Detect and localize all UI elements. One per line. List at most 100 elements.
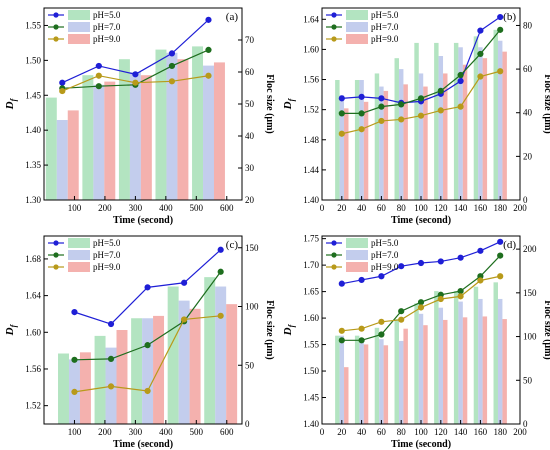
y-left-tick-label: 1.64	[25, 291, 41, 301]
point-1-8	[477, 247, 484, 254]
bar-3-3	[383, 345, 389, 424]
point-2-3	[378, 103, 385, 110]
point-3-2	[95, 72, 102, 79]
point-1-1	[338, 95, 345, 102]
legend-swatch	[68, 238, 90, 248]
point-2-4	[398, 101, 405, 108]
y-right-tick-label: 200	[523, 244, 537, 254]
point-3-5	[217, 312, 224, 319]
panel-c: 100 200 300 400 500 600 1.52 1.56 1.60 1.64 1.68 0 5…	[4, 235, 275, 450]
bar-2-4	[398, 340, 404, 424]
legend-marker	[53, 24, 59, 30]
x-tick-label: 600	[220, 203, 234, 213]
y-left-tick-label: 1.40	[303, 419, 319, 429]
point-1-5	[217, 246, 224, 253]
y-right-tick-label: 100	[245, 302, 259, 312]
point-3-2	[358, 126, 365, 133]
x-tick-label: 60	[377, 427, 387, 437]
legend-label: pH=5.0	[93, 238, 121, 248]
point-2-8	[477, 50, 484, 58]
point-3-9	[497, 273, 504, 280]
bar-1-9	[493, 282, 498, 424]
point-3-7	[457, 293, 464, 300]
point-1-8	[477, 27, 484, 34]
point-1-3	[378, 95, 385, 102]
x-axis-title: Time (second)	[391, 439, 451, 450]
point-2-3	[144, 342, 151, 349]
point-3-6	[437, 295, 444, 303]
legend-marker	[331, 264, 337, 270]
y-right-tick-label: 20	[523, 151, 533, 161]
bar-2-2	[359, 340, 364, 424]
bar-3-6	[443, 73, 448, 200]
point-1-3	[378, 273, 385, 280]
bar-1-3	[374, 73, 380, 200]
bar-1-4	[394, 319, 399, 424]
x-tick-label: 120	[434, 203, 448, 213]
x-tick-label: 200	[513, 203, 527, 213]
legend-swatch	[346, 22, 368, 32]
y-left-tick-label: 1.44	[303, 165, 319, 175]
x-tick-label: 500	[190, 203, 204, 213]
bar-1-8	[473, 286, 479, 424]
bar-3-7	[462, 64, 468, 200]
y-right-tick-label: 150	[523, 288, 537, 298]
point-3-4	[168, 78, 176, 85]
bar-2-3	[379, 339, 384, 424]
legend-marker	[53, 252, 59, 258]
point-1-6	[437, 258, 444, 265]
point-2-7	[457, 287, 464, 295]
y-left-tick-label: 1.65	[303, 287, 319, 297]
point-3-4	[398, 116, 405, 123]
bar-3-4	[189, 308, 201, 424]
bar-2-1	[339, 335, 345, 424]
y-left-tick-label: 1.50	[303, 366, 319, 376]
point-1-4	[168, 50, 176, 57]
point-1-7	[457, 77, 464, 85]
y-left-tick-label: 1.50	[25, 55, 41, 65]
bar-1-8	[473, 36, 479, 200]
point-2-5	[217, 268, 224, 275]
point-1-1	[71, 309, 78, 316]
bar-3-2	[363, 101, 369, 200]
point-3-4	[181, 316, 188, 323]
x-tick-label: 100	[414, 203, 428, 213]
point-1-1	[338, 280, 345, 287]
point-3-1	[59, 87, 66, 95]
bar-2-4	[166, 52, 178, 200]
legend-swatch	[346, 250, 368, 260]
bar-1-1	[335, 80, 340, 200]
x-axis-title: Time (second)	[113, 215, 173, 226]
bar-3-5	[423, 86, 428, 200]
y-left-tick-label: 1.52	[25, 401, 41, 411]
legend-label: pH=9.0	[93, 262, 121, 272]
point-2-5	[417, 299, 425, 306]
point-2-1	[338, 337, 345, 344]
y-right-axis-title: Floc size (μm)	[542, 300, 550, 360]
legend-swatch	[346, 10, 368, 20]
bar-2-9	[497, 40, 503, 201]
legend-label: pH=7.0	[93, 22, 121, 32]
x-tick-label: 100	[68, 203, 82, 213]
bar-2-4	[178, 300, 190, 425]
bar-3-7	[462, 317, 468, 424]
bar-1-7	[453, 291, 459, 424]
x-tick-label: 200	[513, 427, 527, 437]
bar-2-9	[497, 298, 503, 424]
y-right-tick-label: 60	[245, 67, 255, 77]
bar-1-1	[45, 97, 57, 200]
bar-2-3	[379, 86, 384, 200]
point-3-3	[378, 318, 385, 325]
bar-2-6	[438, 307, 444, 424]
bar-3-1	[79, 352, 91, 424]
y-right-tick-label: 50	[245, 360, 255, 370]
y-left-axis-title: Df	[282, 323, 296, 336]
legend-label: pH=7.0	[371, 22, 399, 32]
panel-label: (b)	[503, 11, 516, 23]
x-tick-label: 300	[129, 427, 143, 437]
y-left-tick-label: 1.40	[25, 125, 41, 135]
bar-1-3	[374, 327, 380, 424]
x-tick-label: 0	[320, 203, 325, 213]
y-right-tick-label: 70	[245, 35, 255, 45]
y-left-tick-label: 1.60	[303, 44, 319, 54]
